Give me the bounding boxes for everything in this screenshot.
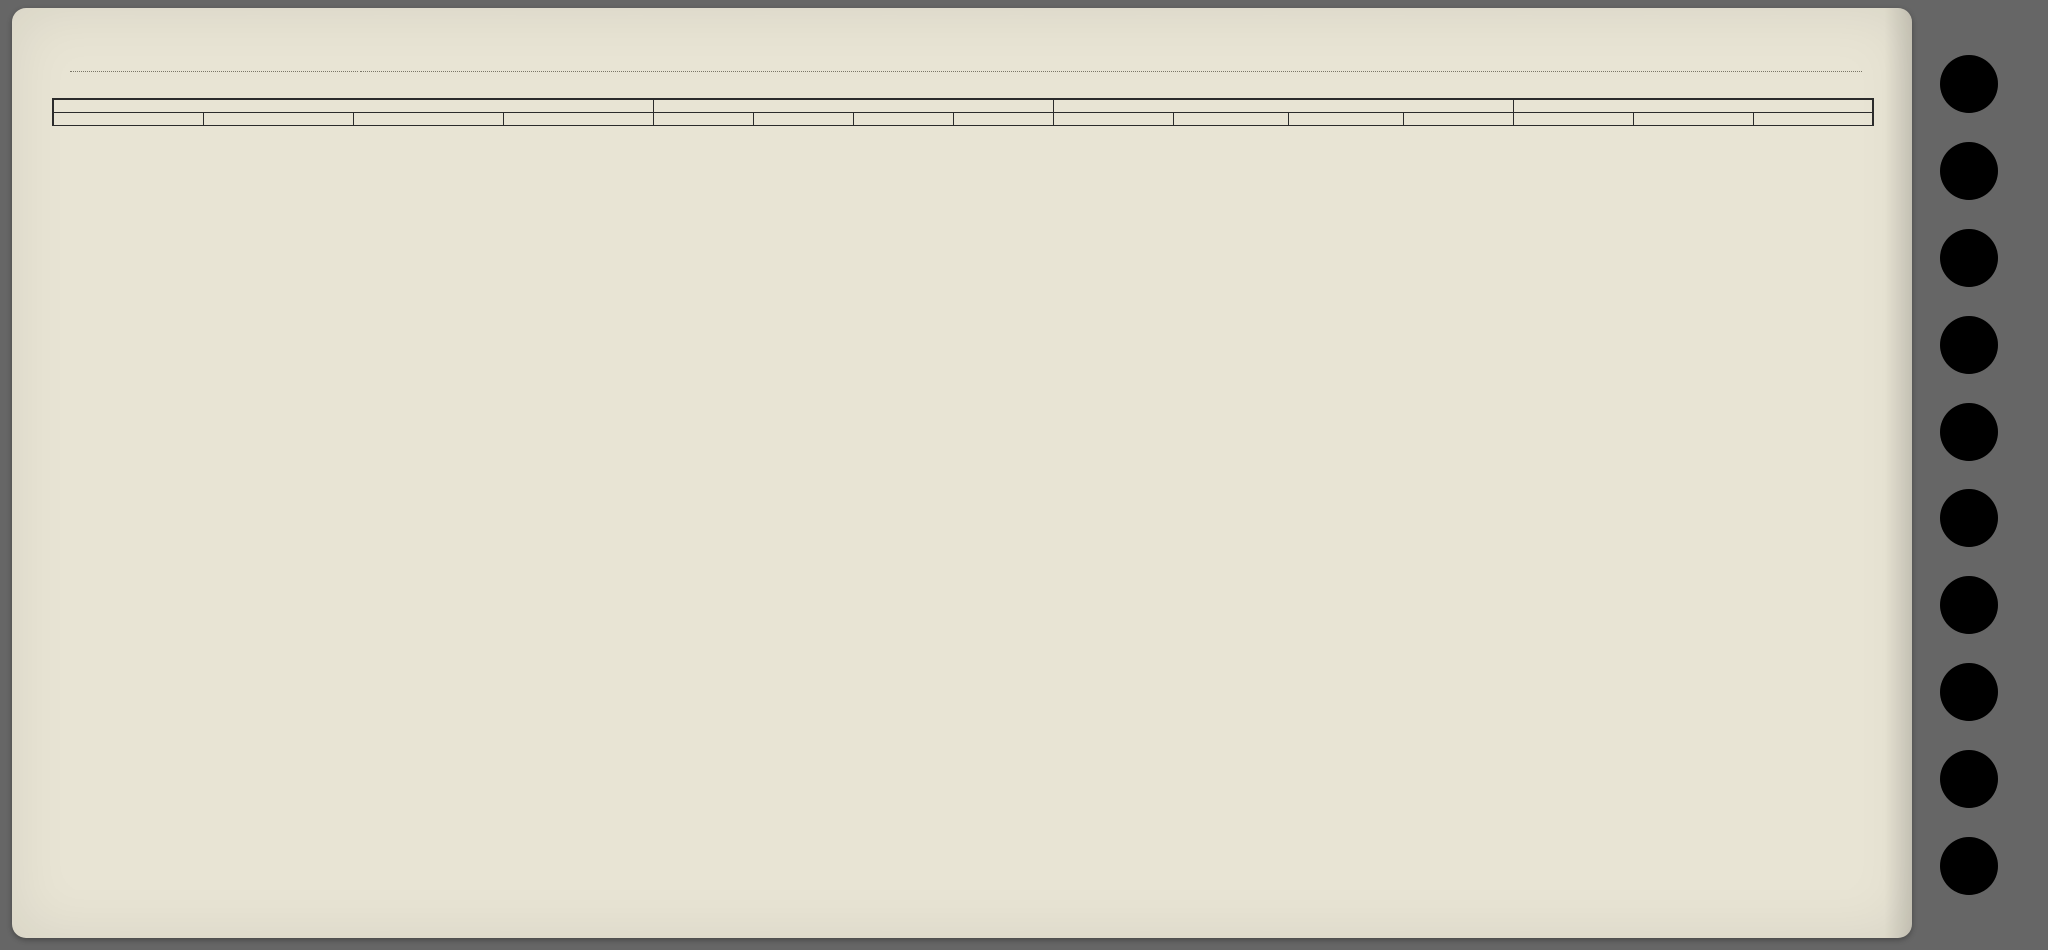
- col-f-forf2: [504, 113, 654, 125]
- certificate-table: [52, 98, 1874, 126]
- col-r-utf1: [1054, 113, 1174, 125]
- hole-icon: [1940, 489, 1998, 547]
- hole-icon: [1940, 142, 1998, 200]
- record-card: [12, 8, 1912, 938]
- col-l-utf: [1634, 113, 1754, 125]
- col-f-forf1: [204, 113, 354, 125]
- group-header-row: [54, 100, 1874, 113]
- col-s-forf1: [754, 113, 854, 125]
- col-s-utf1: [654, 113, 754, 125]
- col-s-forf2: [954, 113, 1054, 125]
- hole-icon: [1940, 663, 1998, 721]
- hole-icon: [1940, 750, 1998, 808]
- hole-icon: [1940, 403, 1998, 461]
- hole-icon: [1940, 316, 1998, 374]
- hole-icon: [1940, 576, 1998, 634]
- col-f-utf2: [354, 113, 504, 125]
- group-radio: [1054, 100, 1514, 112]
- col-r-forf2: [1404, 113, 1514, 125]
- navn-underline: [360, 70, 1862, 72]
- group-farts: [54, 100, 654, 112]
- col-l-inst: [1514, 113, 1634, 125]
- sub-header-row: [54, 113, 1874, 126]
- page: [0, 0, 2048, 948]
- col-f-utf1: [54, 113, 204, 125]
- col-s-utf2: [854, 113, 954, 125]
- hole-icon: [1940, 837, 1998, 895]
- navn-value: [70, 69, 358, 72]
- name-row: [62, 42, 1862, 72]
- hole-icon: [1940, 55, 1998, 113]
- col-l-forf: [1754, 113, 1874, 125]
- group-sikkerhet: [654, 100, 1054, 112]
- group-laste: [1514, 100, 1874, 112]
- hole-icon: [1940, 229, 1998, 287]
- col-r-forf1: [1174, 113, 1289, 125]
- punch-holes: [1912, 0, 2032, 950]
- col-r-utf2: [1289, 113, 1404, 125]
